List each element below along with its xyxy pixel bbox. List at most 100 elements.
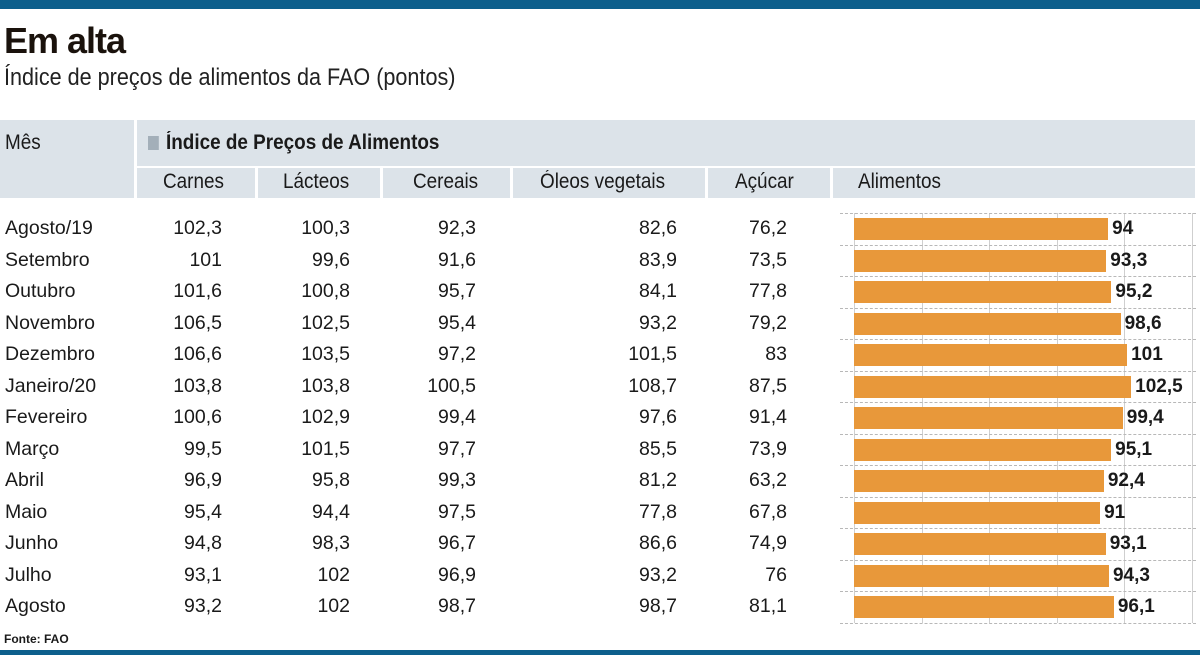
cell-lácteos: 102 bbox=[317, 563, 350, 586]
cell-óleos-vegetais: 93,2 bbox=[639, 563, 677, 586]
bottom-bar bbox=[0, 650, 1200, 655]
column-header-cell bbox=[258, 168, 380, 198]
cell-cereais: 92,3 bbox=[438, 217, 476, 239]
cell-cereais: 95,7 bbox=[438, 280, 476, 302]
gridline-horizontal bbox=[840, 307, 1196, 309]
top-bar bbox=[0, 0, 1200, 9]
bar-alimentos bbox=[854, 564, 1109, 587]
column-header-cell bbox=[137, 168, 255, 198]
gridline-vertical bbox=[1192, 213, 1193, 623]
bar-value-label: 93,3 bbox=[1110, 249, 1148, 271]
month-label: Novembro bbox=[5, 311, 95, 334]
bar-alimentos bbox=[854, 470, 1104, 492]
table-row: Setembro 101 99,6 91,6 83,9 73,5 bbox=[0, 245, 850, 277]
gridline-horizontal bbox=[840, 622, 1196, 624]
column-header-carnes: Carnes bbox=[163, 170, 224, 193]
cell-carnes: 106,5 bbox=[173, 311, 222, 334]
table-row: Abril 96,9 95,8 99,3 81,2 63,2 bbox=[0, 465, 850, 497]
cell-açúcar: 91,4 bbox=[749, 406, 787, 428]
cell-carnes: 102,3 bbox=[173, 217, 222, 239]
legend-square-icon bbox=[148, 136, 159, 150]
cell-óleos-vegetais: 83,9 bbox=[639, 248, 677, 271]
cell-lácteos: 101,5 bbox=[301, 437, 350, 460]
cell-lácteos: 95,8 bbox=[312, 469, 350, 491]
cell-cereais: 97,7 bbox=[438, 437, 476, 460]
table-row: Agosto 93,2 102 98,7 98,7 81,1 bbox=[0, 591, 850, 623]
header-group-cell bbox=[137, 120, 1195, 166]
gridline-horizontal bbox=[840, 276, 1196, 277]
header-group: Índice de Preços de Alimentos bbox=[148, 131, 439, 155]
gridline-horizontal bbox=[840, 433, 1196, 435]
cell-carnes: 106,6 bbox=[173, 343, 222, 365]
cell-açúcar: 67,8 bbox=[749, 500, 787, 523]
cell-açúcar: 76,2 bbox=[749, 217, 787, 239]
gridline-vertical bbox=[1124, 213, 1126, 623]
source-note: Fonte: FAO bbox=[4, 632, 69, 646]
cell-lácteos: 103,8 bbox=[301, 374, 350, 397]
cell-lácteos: 100,3 bbox=[301, 217, 350, 239]
column-header-lácteos: Lácteos bbox=[283, 170, 350, 193]
month-label: Julho bbox=[5, 563, 52, 586]
cell-açúcar: 73,5 bbox=[749, 248, 787, 271]
bar-value-label: 94 bbox=[1112, 218, 1134, 239]
month-label: Agosto/19 bbox=[5, 217, 93, 239]
column-header-cell bbox=[383, 168, 510, 198]
bar-value-label: 94,3 bbox=[1112, 564, 1150, 586]
column-header-açúcar: Açúcar bbox=[735, 170, 794, 193]
bar-value-label: 91 bbox=[1104, 501, 1126, 523]
cell-lácteos: 99,6 bbox=[312, 248, 350, 271]
cell-carnes: 100,6 bbox=[173, 406, 222, 428]
cell-carnes: 101 bbox=[189, 248, 222, 271]
gridline-horizontal bbox=[840, 244, 1196, 246]
table-row: Junho 94,8 98,3 96,7 86,6 74,9 bbox=[0, 528, 850, 560]
gridline-horizontal bbox=[840, 591, 1196, 592]
month-label: Janeiro/20 bbox=[5, 374, 97, 397]
table-row: Agosto/19 102,3 100,3 92,3 82,6 76,2 bbox=[0, 213, 850, 245]
gridline-horizontal bbox=[840, 465, 1196, 466]
cell-carnes: 103,8 bbox=[173, 374, 222, 397]
bar-value-label: 96,1 bbox=[1117, 596, 1155, 617]
column-header-cell bbox=[833, 168, 1195, 198]
bar-alimentos bbox=[854, 375, 1132, 398]
cell-óleos-vegetais: 81,2 bbox=[639, 469, 677, 491]
month-label: Junho bbox=[5, 532, 59, 554]
cell-açúcar: 83 bbox=[765, 343, 787, 365]
bar-alimentos bbox=[854, 407, 1123, 429]
table-row: Outubro 101,6 100,8 95,7 84,1 77,8 bbox=[0, 276, 850, 308]
cell-lácteos: 102,5 bbox=[301, 311, 350, 334]
column-header-alimentos: Alimentos bbox=[858, 170, 941, 193]
cell-cereais: 97,5 bbox=[438, 500, 476, 523]
gridline-horizontal bbox=[840, 370, 1196, 372]
bar-alimentos bbox=[854, 249, 1107, 272]
cell-lácteos: 100,8 bbox=[301, 280, 350, 302]
cell-açúcar: 63,2 bbox=[749, 469, 787, 491]
bar-value-label: 98,6 bbox=[1124, 312, 1162, 334]
cell-carnes: 95,4 bbox=[184, 500, 222, 523]
column-header-cell bbox=[708, 168, 830, 198]
gridline-horizontal bbox=[840, 402, 1196, 403]
cell-óleos-vegetais: 85,5 bbox=[639, 437, 677, 460]
cell-cereais: 96,7 bbox=[438, 532, 476, 554]
cell-cereais: 98,7 bbox=[438, 595, 476, 617]
column-header-cell bbox=[513, 168, 705, 198]
table-row: Novembro 106,5 102,5 95,4 93,2 79,2 bbox=[0, 308, 850, 340]
cell-cereais: 100,5 bbox=[427, 374, 476, 397]
month-label: Agosto bbox=[5, 595, 66, 617]
bar-alimentos bbox=[854, 533, 1106, 555]
column-header-óleos-vegetais: Óleos vegetais bbox=[540, 170, 666, 193]
bar-value-label: 93,1 bbox=[1109, 533, 1147, 554]
cell-cereais: 97,2 bbox=[438, 343, 476, 365]
month-label: Setembro bbox=[5, 248, 90, 271]
cell-lácteos: 102,9 bbox=[301, 406, 350, 428]
cell-óleos-vegetais: 98,7 bbox=[639, 595, 677, 617]
cell-cereais: 96,9 bbox=[438, 563, 476, 586]
month-label: Dezembro bbox=[5, 343, 95, 365]
cell-açúcar: 87,5 bbox=[749, 374, 787, 397]
cell-óleos-vegetais: 101,5 bbox=[628, 343, 677, 365]
gridline-horizontal bbox=[840, 496, 1196, 498]
cell-açúcar: 73,9 bbox=[749, 437, 787, 460]
gridline-horizontal bbox=[840, 528, 1196, 529]
header-group-label: Índice de Preços de Alimentos bbox=[166, 131, 440, 154]
cell-lácteos: 103,5 bbox=[301, 343, 350, 365]
column-header-cereais: Cereais bbox=[413, 170, 479, 193]
